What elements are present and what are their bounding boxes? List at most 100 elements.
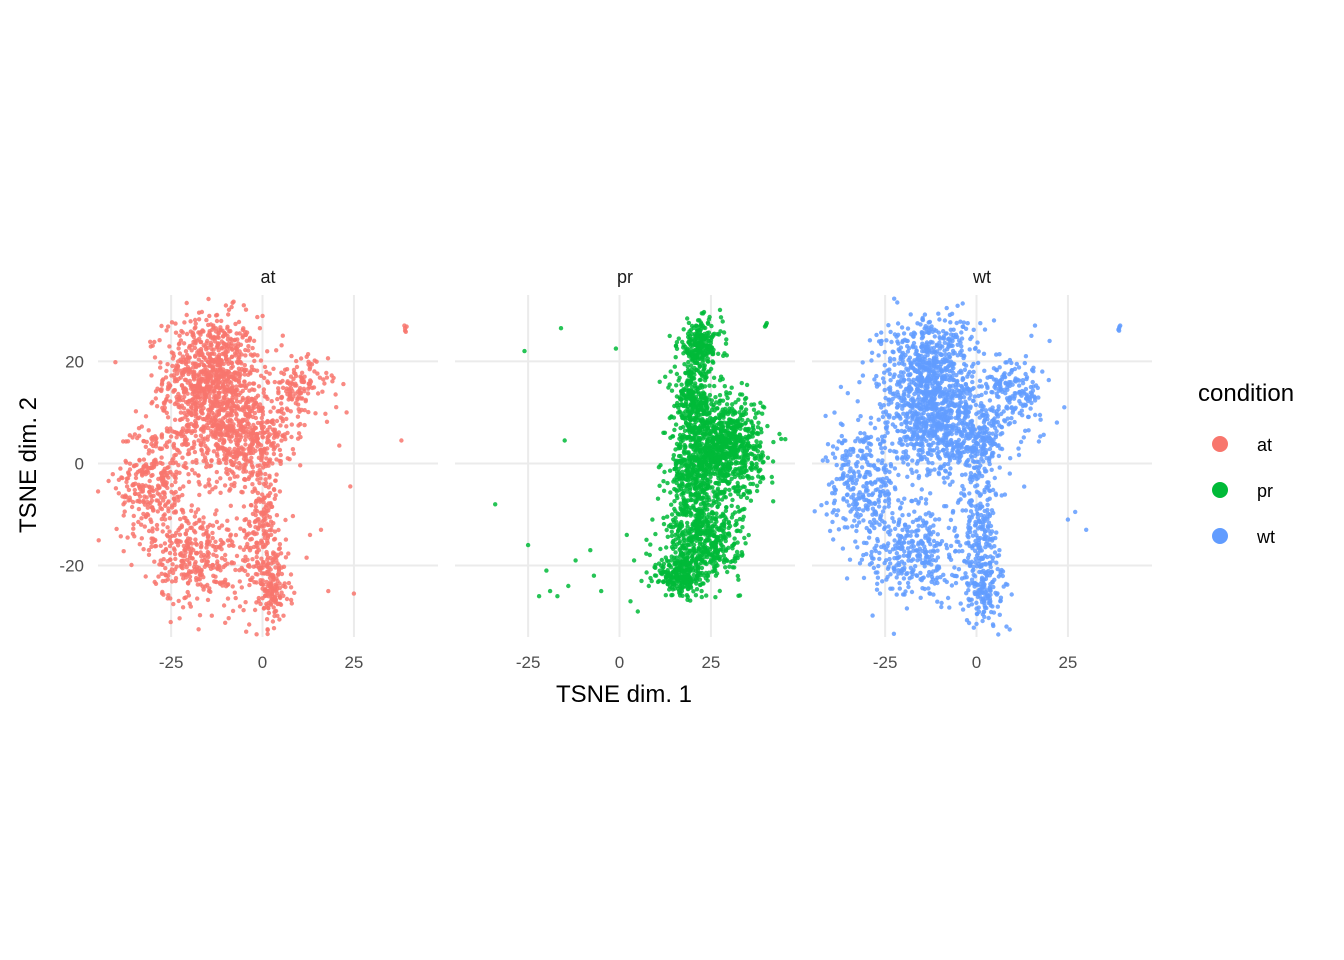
point [739, 406, 744, 411]
point [270, 619, 276, 624]
point [689, 352, 694, 358]
point [204, 464, 209, 470]
point [184, 528, 190, 533]
point [691, 415, 697, 421]
point [682, 428, 688, 433]
point [261, 461, 267, 466]
point [226, 451, 231, 456]
point [175, 364, 181, 369]
point [148, 465, 153, 471]
point [210, 562, 216, 568]
point [705, 320, 711, 325]
point [748, 465, 753, 471]
point [169, 483, 175, 488]
point [195, 596, 200, 601]
point [276, 380, 282, 385]
point [247, 582, 252, 588]
point [255, 477, 260, 482]
point [266, 565, 272, 570]
point [693, 381, 698, 386]
point [220, 440, 226, 446]
point [271, 451, 277, 457]
point [725, 463, 731, 468]
point [675, 410, 681, 415]
point [174, 371, 180, 376]
point [189, 503, 194, 508]
point [769, 474, 774, 480]
point [224, 527, 229, 532]
point [125, 535, 130, 540]
point [159, 435, 165, 440]
point [686, 320, 692, 326]
point [734, 424, 739, 429]
point [214, 359, 220, 364]
point [746, 434, 751, 440]
point [706, 531, 711, 536]
point [688, 381, 693, 386]
point [192, 449, 198, 455]
point [295, 397, 300, 402]
point [707, 314, 712, 320]
point [177, 486, 183, 491]
point [234, 347, 240, 352]
point [264, 529, 269, 534]
point [204, 317, 209, 323]
point [723, 538, 728, 544]
point [318, 527, 324, 532]
point [192, 326, 197, 331]
point [779, 436, 784, 442]
point [751, 407, 757, 412]
point [232, 590, 237, 595]
point [143, 444, 148, 449]
point [668, 490, 673, 495]
point [213, 539, 218, 544]
point [177, 616, 182, 621]
point [182, 320, 187, 325]
point [253, 512, 258, 518]
point [324, 419, 330, 424]
point [219, 339, 224, 344]
point [686, 423, 691, 428]
point [187, 562, 192, 567]
point [274, 472, 279, 477]
point [228, 503, 233, 508]
point [288, 585, 294, 590]
point [261, 560, 266, 565]
point [729, 503, 734, 508]
point [218, 325, 223, 330]
point [149, 401, 154, 406]
point [176, 341, 182, 347]
point [222, 456, 227, 461]
point [666, 524, 672, 529]
point [116, 491, 122, 496]
point [735, 540, 740, 545]
point [189, 445, 194, 451]
point [139, 471, 145, 477]
point [673, 550, 678, 555]
point [223, 332, 228, 337]
point [206, 296, 211, 302]
point [705, 484, 710, 490]
point [293, 381, 298, 386]
point [197, 352, 202, 358]
point [234, 465, 240, 470]
point [283, 537, 289, 542]
point [158, 365, 163, 370]
point [716, 497, 721, 502]
point [673, 509, 678, 514]
point [260, 435, 266, 440]
point [253, 525, 258, 530]
point [298, 356, 304, 361]
point [172, 453, 177, 458]
point [132, 432, 138, 437]
point [264, 369, 269, 375]
point [698, 502, 704, 507]
point [730, 412, 736, 417]
point [711, 489, 716, 494]
point [220, 583, 225, 588]
point [220, 420, 225, 425]
point [180, 426, 186, 431]
point [189, 541, 195, 546]
point [131, 526, 136, 531]
point [264, 456, 269, 461]
